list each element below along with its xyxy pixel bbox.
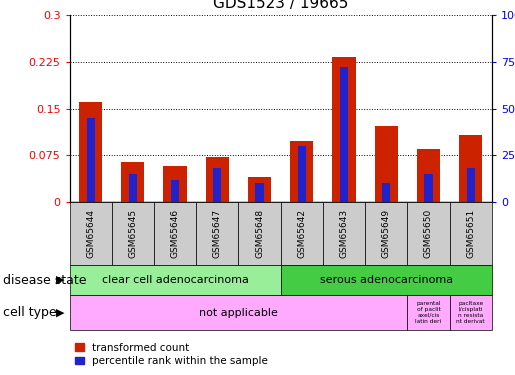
Bar [290,141,314,202]
Bar [87,118,95,202]
Bar [205,157,229,202]
Text: not applicable: not applicable [199,308,278,318]
Bar [281,265,492,295]
Bar [112,202,154,265]
Bar [70,265,281,295]
Bar [365,202,407,265]
Text: disease state: disease state [3,274,86,286]
Text: cell type: cell type [3,306,56,319]
Bar [70,202,112,265]
Text: GSM65645: GSM65645 [128,209,138,258]
Bar [298,146,306,202]
Bar [467,168,475,202]
Bar [248,177,271,202]
Title: GDS1523 / 19665: GDS1523 / 19665 [213,0,348,11]
Bar [163,166,187,202]
Text: GSM65650: GSM65650 [424,209,433,258]
Text: GSM65651: GSM65651 [466,209,475,258]
Bar [323,202,365,265]
Bar [450,202,492,265]
Bar [129,174,137,202]
Text: parental
of paclit
axel/cis
latin deri: parental of paclit axel/cis latin deri [416,302,441,324]
Bar [374,126,398,202]
Text: serous adenocarcinoma: serous adenocarcinoma [320,275,453,285]
Bar [79,102,102,202]
Bar [154,202,196,265]
Bar [407,202,450,265]
Bar [171,180,179,202]
Bar [70,295,407,330]
Bar [196,202,238,265]
Text: GSM65648: GSM65648 [255,209,264,258]
Bar [459,135,483,202]
Text: ▶: ▶ [56,308,64,318]
Bar [417,149,440,202]
Bar [281,202,323,265]
Bar [121,162,145,202]
Text: GSM65647: GSM65647 [213,209,222,258]
Bar [424,174,433,202]
Text: GSM65643: GSM65643 [339,209,349,258]
Bar [450,295,492,330]
Text: GSM65644: GSM65644 [86,209,95,258]
Text: pacltaxe
l/cisplati
n resista
nt derivat: pacltaxe l/cisplati n resista nt derivat [456,302,485,324]
Legend: transformed count, percentile rank within the sample: transformed count, percentile rank withi… [75,343,268,366]
Bar [340,68,348,202]
Bar [407,295,450,330]
Text: GSM65649: GSM65649 [382,209,391,258]
Bar [382,183,390,202]
Bar [213,168,221,202]
Bar [255,183,264,202]
Text: GSM65642: GSM65642 [297,209,306,258]
Bar [332,57,356,202]
Text: clear cell adenocarcinoma: clear cell adenocarcinoma [101,275,249,285]
Bar [238,202,281,265]
Text: ▶: ▶ [56,275,64,285]
Text: GSM65646: GSM65646 [170,209,180,258]
